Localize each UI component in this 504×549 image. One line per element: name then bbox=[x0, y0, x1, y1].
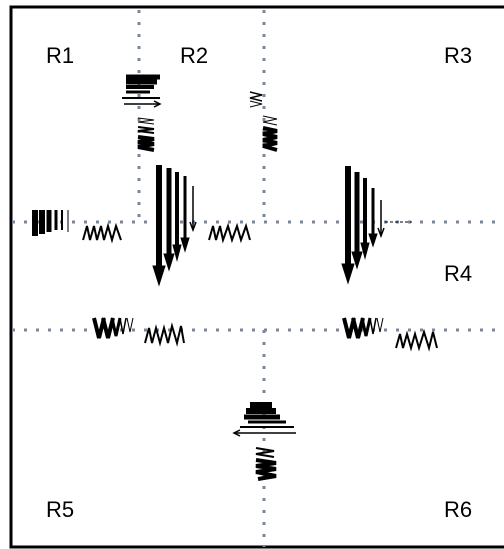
zigzag-stroke bbox=[262, 126, 278, 152]
arrowhead bbox=[377, 227, 385, 239]
v-mark bbox=[342, 317, 356, 339]
flow-glyphs bbox=[32, 74, 438, 481]
v-mark bbox=[376, 317, 384, 333]
region-label-r2: R2 bbox=[180, 43, 208, 68]
zigzag-stroke bbox=[137, 135, 155, 152]
arrowhead bbox=[172, 244, 182, 262]
arrow-cluster-center-right bbox=[341, 166, 412, 285]
zigzag-left-edge bbox=[82, 222, 122, 244]
zigzag-stroke bbox=[255, 447, 275, 458]
diagram-frame bbox=[9, 5, 504, 549]
v-marks-lower-left bbox=[92, 317, 134, 339]
arrowhead bbox=[341, 263, 355, 285]
region-label-r5: R5 bbox=[46, 497, 74, 522]
zigzag-stroke bbox=[144, 322, 185, 347]
region-label-r6: R6 bbox=[444, 497, 472, 522]
v-mark bbox=[119, 317, 127, 335]
v-marks-lower-right bbox=[342, 317, 384, 339]
zigzag-stroke bbox=[249, 100, 263, 108]
v-mark bbox=[101, 317, 115, 339]
arrowhead bbox=[368, 233, 378, 248]
zigzag-stroke bbox=[395, 328, 438, 352]
zigzag-stroke bbox=[249, 91, 263, 102]
zigzag-stroke bbox=[137, 117, 155, 125]
arrowhead bbox=[180, 237, 190, 253]
arrowhead bbox=[351, 251, 363, 270]
v-mark bbox=[126, 317, 134, 333]
region-label-r1: R1 bbox=[46, 43, 74, 68]
arrowhead bbox=[189, 221, 197, 233]
region-label-r3: R3 bbox=[444, 43, 472, 68]
zigzag-lower-left bbox=[144, 322, 185, 347]
region-dividers bbox=[12, 10, 504, 547]
arrowhead bbox=[152, 265, 166, 287]
arrowhead bbox=[232, 429, 241, 437]
zigzag-bottom-center bbox=[255, 447, 277, 481]
zigzag-center-left bbox=[208, 222, 251, 244]
v-mark bbox=[351, 317, 365, 339]
arrow-cluster-left-edge bbox=[32, 210, 69, 236]
zigzag-stroke bbox=[208, 222, 251, 244]
arrowhead bbox=[153, 100, 162, 108]
arrow-cluster-center-left bbox=[152, 165, 197, 287]
arrowhead bbox=[360, 242, 370, 260]
zigzag-left-upper bbox=[137, 117, 155, 152]
region-label-r4: R4 bbox=[444, 261, 472, 286]
arrow-cluster-mid-upper bbox=[249, 91, 278, 152]
zigzag-stroke bbox=[255, 458, 277, 481]
zigzag-lower-right bbox=[395, 328, 438, 352]
arrow-cluster-bottom-center bbox=[232, 402, 296, 437]
arrowhead bbox=[163, 253, 175, 272]
zigzag-stroke bbox=[137, 126, 155, 134]
v-mark bbox=[369, 317, 377, 335]
zigzag-stroke bbox=[82, 222, 122, 244]
zigzag-stroke bbox=[262, 115, 278, 126]
arrow-cluster-left-upper bbox=[122, 74, 162, 108]
v-mark bbox=[360, 317, 372, 337]
v-mark bbox=[92, 317, 106, 339]
v-mark bbox=[110, 317, 122, 337]
